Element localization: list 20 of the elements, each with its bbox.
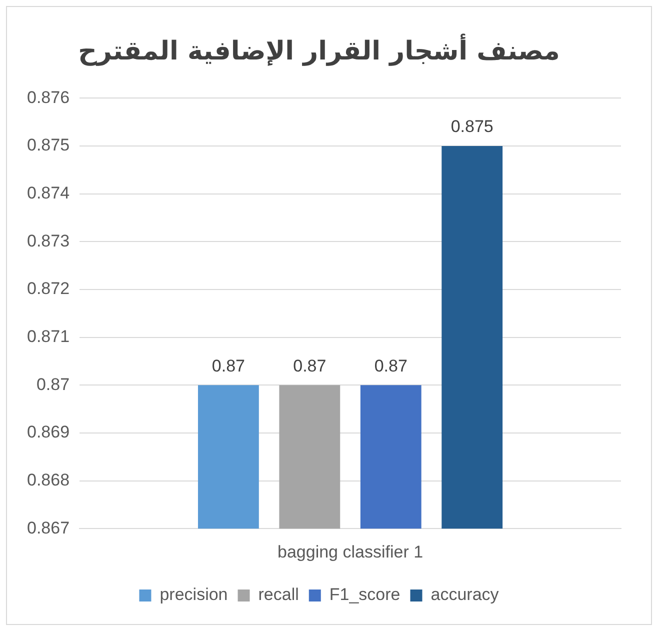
- y-tick-label: 0.873: [26, 231, 70, 250]
- data-label: 0.87: [293, 356, 326, 376]
- y-tick-label: 0.869: [26, 422, 70, 442]
- data-label: 0.875: [450, 117, 494, 136]
- legend-label: accuracy: [430, 585, 500, 604]
- x-tick-label: bagging classifier 1: [278, 542, 424, 562]
- y-tick-label: 0.874: [26, 184, 70, 203]
- y-tick-label: 0.868: [26, 470, 70, 490]
- y-tick-label: 0.867: [26, 518, 70, 538]
- y-tick-label: 0.876: [26, 88, 70, 107]
- y-tick-label: 0.875: [26, 136, 70, 155]
- legend-label: precision: [160, 585, 228, 604]
- data-label: 0.87: [374, 356, 408, 376]
- chart-title: مصنف أشجار القرار الإضافية المقترح: [78, 33, 560, 66]
- data-label: 0.87: [212, 356, 245, 376]
- y-tick-label: 0.872: [26, 279, 70, 298]
- legend-label: recall: [258, 585, 299, 604]
- y-tick-label: 0.871: [26, 327, 70, 346]
- legend-label: F1_score: [329, 585, 400, 604]
- y-tick-label: 0.87: [36, 374, 70, 394]
